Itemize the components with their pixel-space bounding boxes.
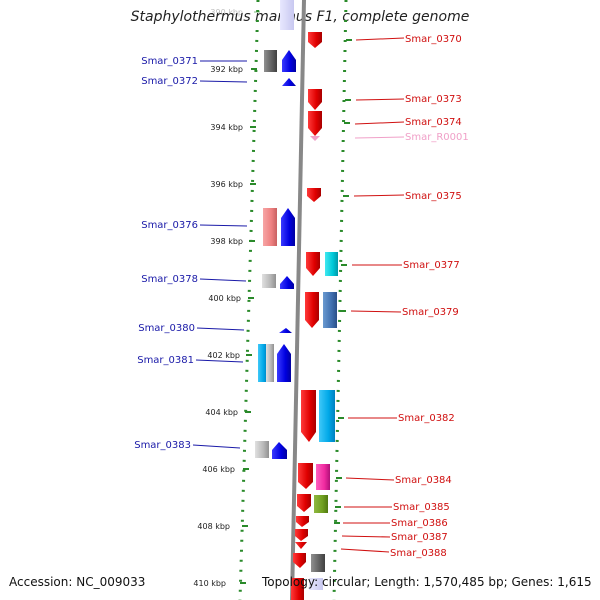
right-leader-lines [340,37,405,553]
gene-arrow [296,516,309,527]
gene-box [258,344,267,382]
gene-arrow [308,89,322,110]
right-dotted-track [332,0,348,600]
gene-box [314,495,328,513]
gene-label[interactable]: Smar_0378 [141,274,198,285]
kbp-tick-label: 406 kbp [202,465,235,474]
gene-arrow [298,463,313,489]
gene-box [255,441,269,458]
gene-arrow [293,553,306,568]
gene-arrow [306,252,320,276]
kbp-ticks: 390 kbp 392 kbp 394 kbp 396 kbp 398 kbp … [193,8,260,588]
gene-label[interactable]: Smar_0384 [395,475,452,486]
gene-label[interactable]: Smar_0385 [393,502,450,513]
gene-label[interactable]: Smar_0379 [402,307,459,318]
gene-arrow [279,328,292,333]
gene-box [319,390,335,442]
gene-box [280,0,294,30]
gene-box [263,208,277,246]
gene-label[interactable]: Smar_0381 [137,355,194,366]
kbp-tick-label: 394 kbp [210,123,243,132]
gene-label[interactable]: Smar_0380 [138,323,195,334]
gene-box [325,252,338,276]
gene-box [266,344,274,382]
gene-label[interactable]: Smar_0371 [141,56,198,67]
gene-box [323,292,337,328]
gene-box [264,50,277,72]
left-dotted-track [238,0,260,600]
left-leader-lines [192,60,248,449]
gene-box [309,578,323,590]
gene-arrow [297,494,311,512]
gene-arrow [307,188,321,202]
gene-arrow [282,50,296,72]
topology-text: Topology: circular; Length: 1,570,485 bp… [262,575,592,589]
gene-label[interactable]: Smar_0388 [390,548,447,559]
gene-arrow [295,529,308,541]
kbp-tick-label: 402 kbp [207,351,240,360]
accession-text: Accession: NC_009033 [9,575,146,589]
gene-arrow [277,344,291,382]
gene-arrow [305,292,319,328]
kbp-tick-label: 392 kbp [210,65,243,74]
gene-arrow [308,111,322,136]
gene-label[interactable]: Smar_0383 [134,440,191,451]
gene-arrow [281,208,295,246]
genome-backbone [290,0,306,600]
gene-label[interactable]: Smar_0377 [403,260,460,271]
right-labels: Smar_0370 Smar_0373 Smar_0374 Smar_R0001… [390,34,469,559]
gene-box [291,578,304,600]
rna-gene-label[interactable]: Smar_R0001 [405,132,469,143]
gene-label[interactable]: Smar_0382 [398,413,455,424]
gene-label[interactable]: Smar_0373 [405,94,462,105]
right-track-ticks [334,39,352,524]
gene-label[interactable]: Smar_0372 [141,76,198,87]
gene-arrow [301,390,316,442]
genome-title: Staphylothermus marinus F1, complete gen… [130,9,470,25]
gene-arrow [282,78,296,86]
gene-label[interactable]: Smar_0375 [405,191,462,202]
kbp-tick-label: 400 kbp [208,294,241,303]
gene-box [262,274,276,288]
gene-label[interactable]: Smar_0376 [141,220,198,231]
gene-label[interactable]: Smar_0387 [391,532,448,543]
kbp-tick-label: 410 kbp [193,579,226,588]
kbp-tick-label: 398 kbp [210,237,243,246]
left-labels: Smar_0371 Smar_0372 Smar_0376 Smar_0378 … [134,56,198,451]
rna-leader-line [354,136,405,139]
left-genes [255,0,296,459]
gene-arrow [295,542,307,549]
gene-label[interactable]: Smar_0370 [405,34,462,45]
gene-label[interactable]: Smar_0374 [405,117,462,128]
rna-arrow [310,136,320,141]
gene-box [311,554,325,572]
right-genes [291,32,338,600]
kbp-tick-label: 404 kbp [205,408,238,417]
gene-arrow [308,32,322,48]
gene-arrow [280,276,294,289]
kbp-tick-label: 390 kbp [210,8,243,17]
kbp-tick-label: 408 kbp [197,522,230,531]
gene-label[interactable]: Smar_0386 [391,518,448,529]
kbp-tick-label: 396 kbp [210,180,243,189]
gene-arrow [272,442,287,459]
gene-box [316,464,330,490]
